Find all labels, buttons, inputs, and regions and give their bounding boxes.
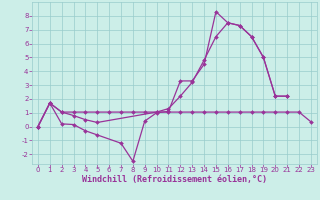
X-axis label: Windchill (Refroidissement éolien,°C): Windchill (Refroidissement éolien,°C)	[82, 175, 267, 184]
